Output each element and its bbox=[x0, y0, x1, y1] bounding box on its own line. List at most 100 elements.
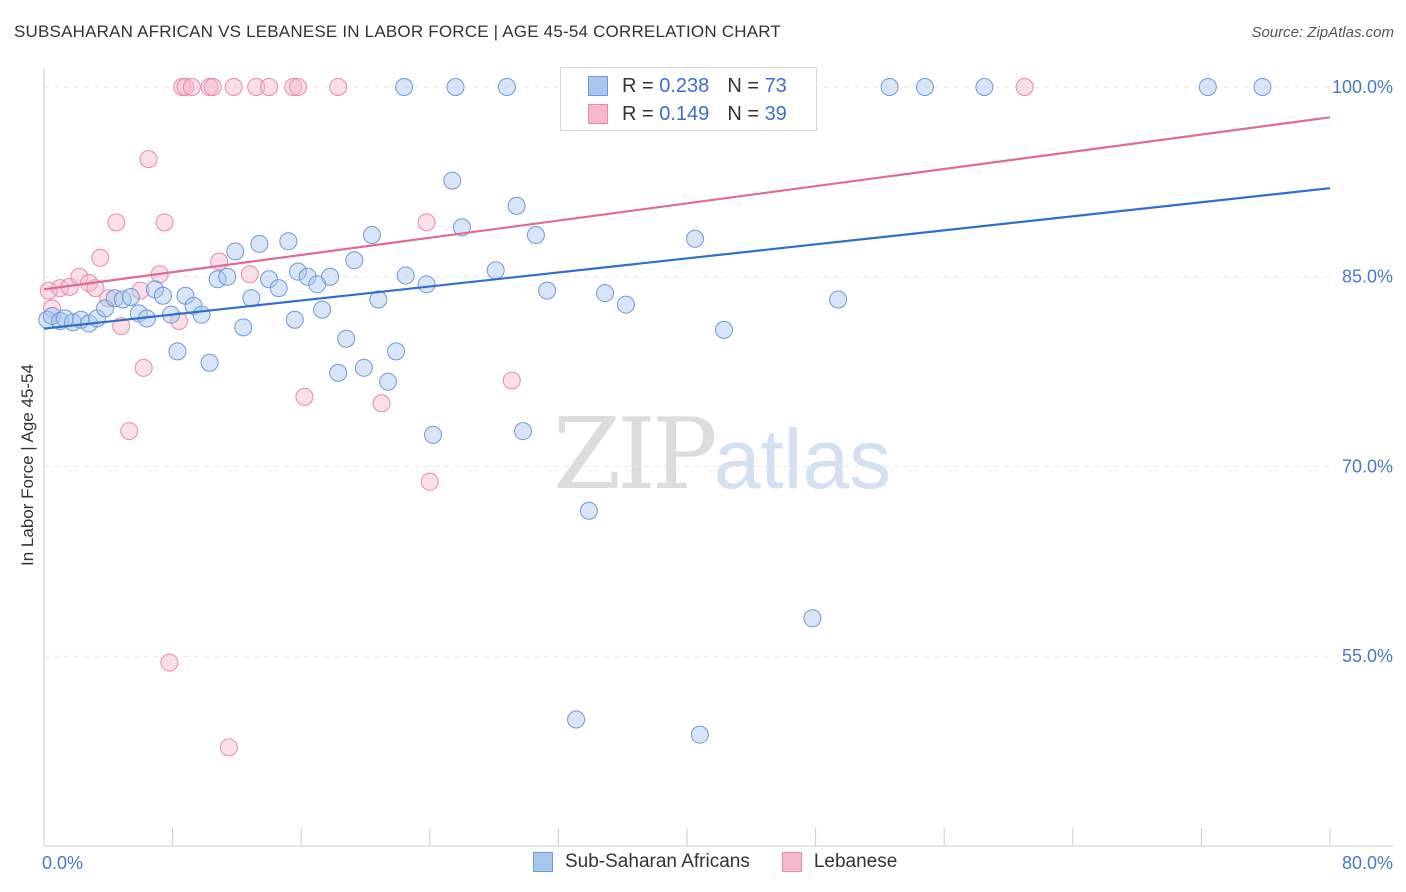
subsaharan-point bbox=[579, 501, 598, 520]
subsaharan-point bbox=[514, 422, 533, 441]
legend-label-subsaharan: Sub-Saharan Africans bbox=[565, 851, 750, 872]
subsaharan-point bbox=[526, 225, 545, 244]
subsaharan-point bbox=[395, 77, 414, 96]
lebanese-point bbox=[155, 213, 174, 232]
subsaharan-point bbox=[269, 279, 288, 298]
subsaharan-point bbox=[298, 267, 317, 286]
subsaharan-point bbox=[288, 262, 307, 281]
legend-n-value: 39 bbox=[764, 102, 787, 125]
legend-item-lebanese[interactable]: Lebanese bbox=[781, 851, 898, 873]
lebanese-point bbox=[182, 77, 201, 96]
lebanese-point bbox=[288, 77, 307, 96]
subsaharan-point bbox=[96, 299, 115, 318]
lebanese-point bbox=[295, 387, 314, 406]
subsaharan-point bbox=[313, 300, 332, 319]
subsaharan-point bbox=[200, 353, 219, 372]
subsaharan-point bbox=[242, 289, 261, 308]
y-tick-label: 100.0% bbox=[1332, 77, 1393, 97]
legend-n-label: N = bbox=[727, 74, 759, 97]
subsaharan-point bbox=[234, 318, 253, 337]
subsaharan-point bbox=[153, 286, 172, 305]
tick-labels: 55.0% 70.0% 85.0% 100.0% 0.0% 80.0% bbox=[42, 77, 1393, 873]
subsaharan-point bbox=[424, 425, 443, 444]
lebanese-point bbox=[260, 77, 279, 96]
lebanese-point bbox=[203, 77, 222, 96]
subsaharan-point bbox=[192, 305, 211, 324]
lebanese-point bbox=[134, 358, 153, 377]
trend-line-lebanese bbox=[43, 116, 1331, 291]
x-tick-label: 0.0% bbox=[42, 853, 83, 873]
subsaharan-point bbox=[596, 284, 615, 303]
lebanese-point bbox=[107, 213, 126, 232]
chart-title: SUBSAHARAN AFRICAN VS LEBANESE IN LABOR … bbox=[14, 22, 781, 41]
lebanese-point bbox=[502, 371, 521, 390]
lebanese-point bbox=[417, 213, 436, 232]
subsaharan-point bbox=[387, 342, 406, 361]
lebanese-point bbox=[219, 738, 238, 757]
lebanese-point bbox=[284, 77, 303, 96]
subsaharan-point bbox=[803, 609, 822, 628]
subsaharan-point bbox=[538, 281, 557, 300]
lebanese-point bbox=[91, 248, 110, 267]
legend-n-value: 73 bbox=[764, 74, 787, 97]
trend-lines bbox=[43, 116, 1331, 330]
y-tick-label: 55.0% bbox=[1342, 646, 1393, 666]
series-lebanese-points bbox=[39, 77, 1034, 757]
lebanese-point bbox=[372, 394, 391, 413]
subsaharan-point bbox=[829, 290, 848, 309]
legend-swatch-pink bbox=[588, 104, 608, 124]
subsaharan-point bbox=[285, 310, 304, 329]
subsaharan-point bbox=[337, 329, 356, 348]
subsaharan-point bbox=[443, 171, 462, 190]
lebanese-point bbox=[247, 77, 266, 96]
subsaharan-point bbox=[168, 342, 187, 361]
subsaharan-point bbox=[915, 77, 934, 96]
correlation-legend: R = 0.238 N = 73 R = 0.149 N = 39 bbox=[560, 67, 817, 131]
legend-row-subsaharan: R = 0.238 N = 73 bbox=[561, 72, 787, 100]
legend-r-label: R = bbox=[622, 102, 654, 125]
lebanese-point bbox=[131, 281, 150, 300]
axes bbox=[43, 68, 1394, 847]
subsaharan-point bbox=[690, 725, 709, 744]
subsaharan-point bbox=[354, 358, 373, 377]
legend-item-subsaharan[interactable]: Sub-Saharan Africans bbox=[533, 851, 750, 873]
trend-line-subsaharan bbox=[43, 187, 1331, 330]
legend-r-value: 0.149 bbox=[659, 102, 710, 125]
watermark-atlas: atlas bbox=[713, 412, 892, 506]
legend-r-value: 0.238 bbox=[659, 74, 710, 97]
legend-swatch-blue bbox=[533, 852, 553, 872]
lebanese-point bbox=[139, 150, 158, 169]
lebanese-point bbox=[39, 281, 58, 300]
subsaharan-point bbox=[975, 77, 994, 96]
watermark-zip: ZIP bbox=[553, 398, 718, 512]
legend-r-label: R = bbox=[622, 74, 654, 97]
subsaharan-point bbox=[417, 275, 436, 294]
lebanese-point bbox=[1015, 77, 1034, 96]
lebanese-point bbox=[99, 289, 118, 308]
subsaharan-point bbox=[329, 363, 348, 382]
legend-row-lebanese: R = 0.149 N = 39 bbox=[561, 100, 787, 128]
subsaharan-point bbox=[396, 266, 415, 285]
source-label[interactable]: Source: ZipAtlas.com bbox=[1251, 24, 1394, 41]
subsaharan-point bbox=[452, 218, 471, 237]
lebanese-point bbox=[329, 77, 348, 96]
subsaharan-point bbox=[497, 77, 516, 96]
y-tick-label: 85.0% bbox=[1342, 267, 1393, 287]
series-subsaharan-points bbox=[38, 77, 1272, 744]
subsaharan-point bbox=[686, 229, 705, 248]
subsaharan-point bbox=[446, 77, 465, 96]
subsaharan-point bbox=[51, 312, 70, 331]
lebanese-point bbox=[224, 77, 243, 96]
subsaharan-point bbox=[486, 261, 505, 280]
subsaharan-point bbox=[121, 287, 140, 306]
subsaharan-point bbox=[616, 295, 635, 314]
subsaharan-point bbox=[714, 320, 733, 339]
subsaharan-point bbox=[567, 710, 586, 729]
x-tick-label: 80.0% bbox=[1342, 853, 1393, 873]
lebanese-point bbox=[112, 317, 131, 336]
watermark: ZIPatlas bbox=[553, 398, 891, 512]
subsaharan-point bbox=[226, 242, 245, 261]
legend-label-lebanese: Lebanese bbox=[813, 851, 898, 872]
subsaharan-point bbox=[362, 225, 381, 244]
